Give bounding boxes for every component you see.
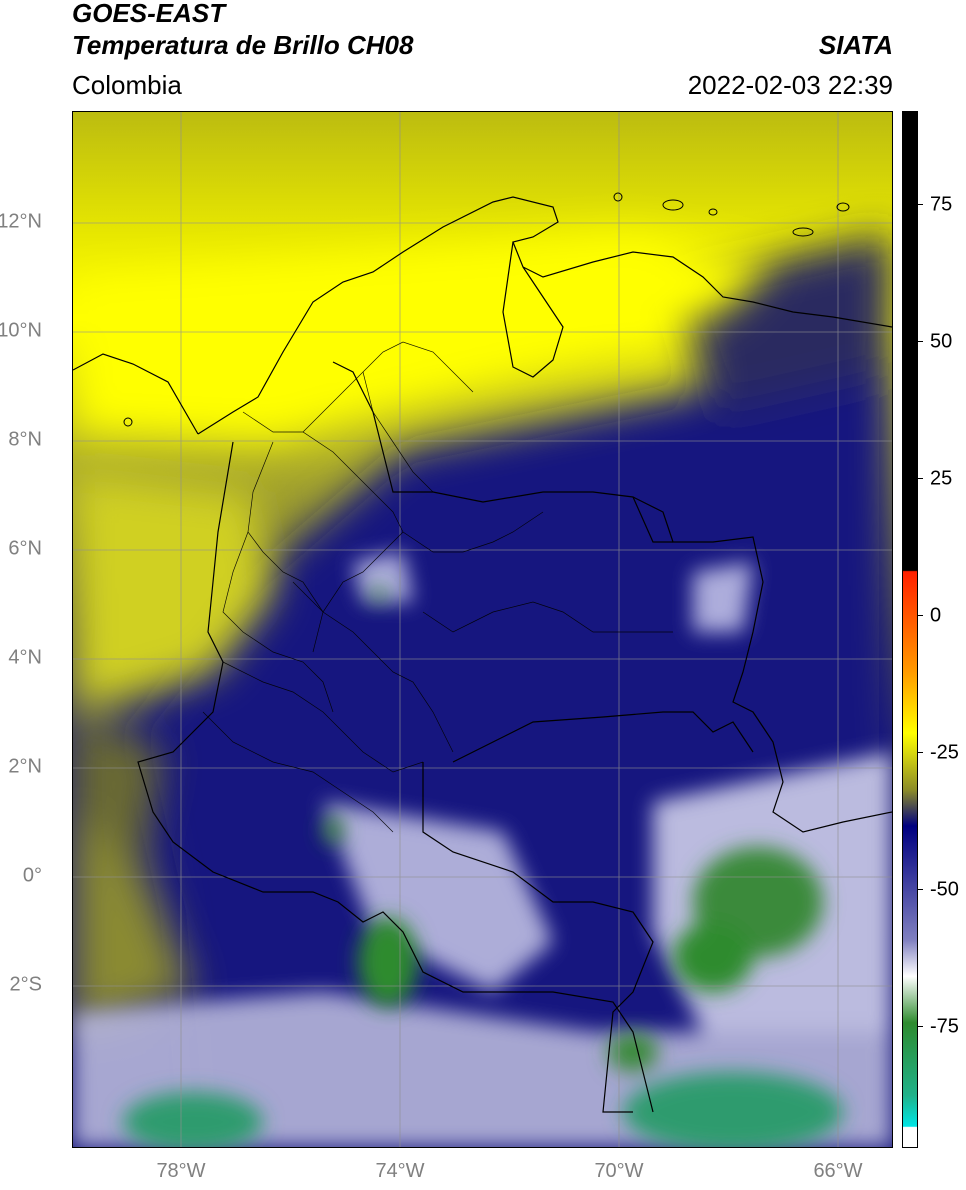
lat-label-4n: 4°N [8, 646, 42, 669]
product-title: Temperatura de Brillo CH08 [72, 30, 414, 60]
organization-label: SIATA [818, 30, 893, 60]
satellite-title: GOES-EAST [72, 0, 226, 28]
lat-label-10n: 10°N [0, 319, 42, 342]
lon-label-74w: 74°W [375, 1160, 425, 1182]
colorbar-tick [918, 889, 923, 890]
lat-label-2n: 2°N [8, 755, 42, 778]
colorbar-tick [918, 204, 923, 205]
colorbar-tick [918, 341, 923, 342]
colorbar-label-75: 75 [930, 193, 953, 216]
lat-label-0: 0° [22, 864, 42, 887]
colorbar-tick [918, 615, 923, 616]
colorbar-tick [918, 478, 923, 479]
colorbar-label-neg75: -75 [930, 1015, 959, 1038]
lon-label-78w: 78°W [156, 1160, 206, 1182]
lon-label-70w: 70°W [594, 1160, 644, 1182]
datetime-label: 2022-02-03 22:39 [687, 70, 893, 100]
lat-label-12n: 12°N [0, 210, 42, 233]
lon-label-66w: 66°W [813, 1160, 863, 1182]
colorbar-label-neg25: -25 [930, 741, 959, 764]
region-label: Colombia [72, 70, 182, 100]
lat-label-6n: 6°N [8, 537, 42, 560]
colorbar-tick [918, 1026, 923, 1027]
lat-label-2s: 2°S [9, 973, 42, 996]
colorbar-label-25: 25 [930, 467, 953, 490]
colorbar-label-0: 0 [930, 604, 942, 627]
colorbar-tick [918, 752, 923, 753]
brightness-temperature-map [72, 111, 893, 1148]
colorbar-label-neg50: -50 [930, 878, 959, 901]
colorbar-label-50: 50 [930, 330, 953, 353]
colorbar [902, 111, 918, 1148]
lat-label-8n: 8°N [8, 428, 42, 451]
